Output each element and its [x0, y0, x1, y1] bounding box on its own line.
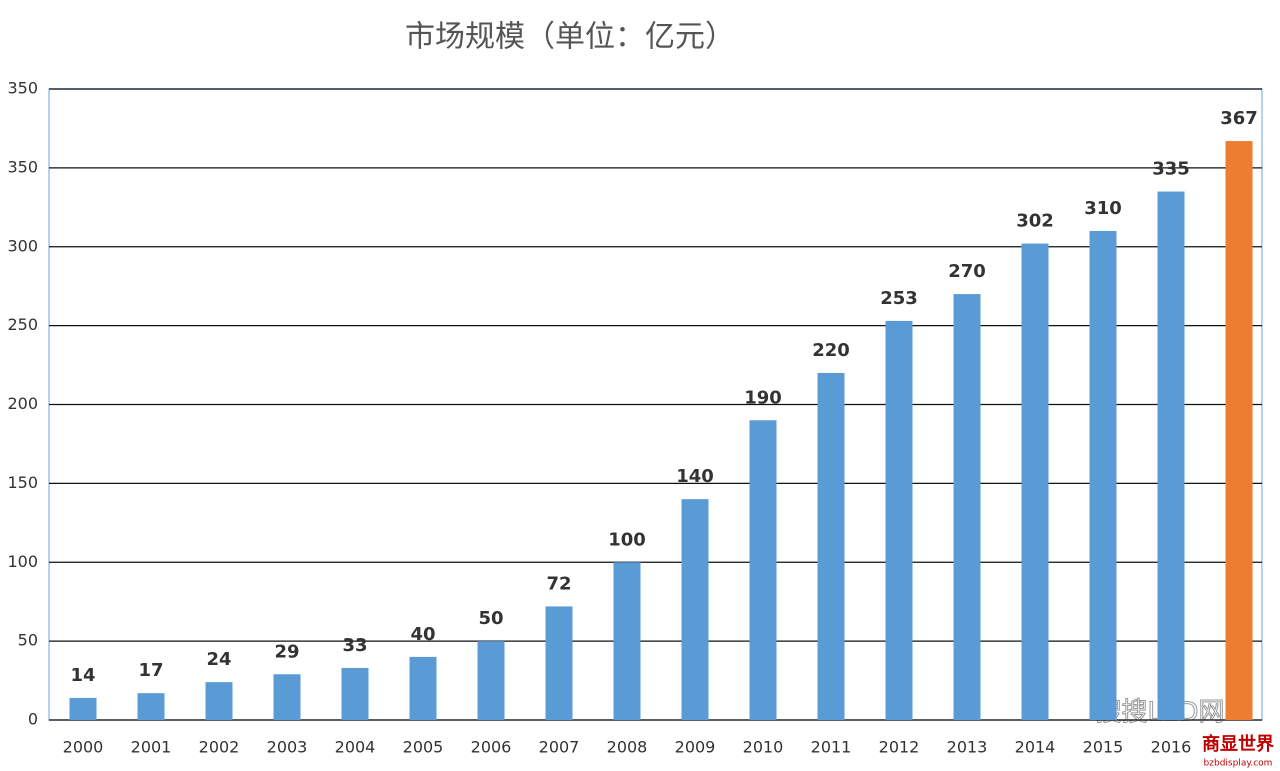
x-tick-label: 2000	[63, 738, 104, 757]
value-label: 17	[138, 660, 163, 681]
value-label: 14	[70, 665, 95, 686]
bar	[137, 693, 165, 720]
bar	[749, 420, 777, 720]
bar	[1225, 141, 1253, 720]
x-tick-label: 2001	[131, 738, 172, 757]
value-label: 24	[206, 649, 231, 670]
value-label: 50	[478, 608, 503, 629]
watermark-site: bzbdisplay.com	[1204, 759, 1273, 769]
x-tick-label: 2016	[1151, 738, 1192, 757]
y-tick-label: 0	[28, 710, 38, 729]
value-label: 310	[1084, 198, 1122, 219]
y-tick-label: 200	[7, 394, 38, 413]
x-tick-label: 2009	[675, 738, 716, 757]
bar	[545, 606, 573, 720]
x-tick-label: 2002	[199, 738, 240, 757]
bar	[1157, 191, 1185, 721]
x-tick-label: 2004	[335, 738, 376, 757]
x-tick-label: 2012	[879, 738, 920, 757]
bar	[409, 656, 437, 720]
x-tick-label: 2014	[1015, 738, 1056, 757]
y-tick-label: 50	[18, 631, 38, 650]
bar	[953, 294, 981, 720]
value-label: 72	[546, 573, 571, 594]
y-tick-label: 300	[7, 236, 38, 255]
x-tick-label: 2015	[1083, 738, 1124, 757]
chart-title: 市场规模（单位：亿元）	[405, 20, 735, 55]
x-tick-label: 2011	[811, 738, 852, 757]
y-tick-label: 100	[7, 552, 38, 571]
x-tick-label: 2003	[267, 738, 308, 757]
bar	[885, 320, 913, 720]
value-label: 302	[1016, 211, 1054, 232]
bar	[273, 674, 301, 720]
x-tick-label: 2006	[471, 738, 512, 757]
value-label: 253	[880, 288, 918, 309]
x-tick-label: 2005	[403, 738, 444, 757]
y-tick-label: 350	[7, 79, 38, 98]
x-tick-label: 2008	[607, 738, 648, 757]
value-label: 270	[948, 261, 986, 282]
y-tick-label: 350	[7, 157, 38, 176]
x-tick-label: 2013	[947, 738, 988, 757]
x-tick-label: 2007	[539, 738, 580, 757]
watermark-brand: 商显世界	[1202, 733, 1274, 755]
bar	[613, 562, 641, 720]
bar	[817, 372, 845, 720]
value-label: 40	[410, 624, 435, 645]
x-tick-label: 2010	[743, 738, 784, 757]
bar	[681, 499, 709, 720]
value-label: 29	[274, 641, 299, 662]
value-label: 367	[1220, 108, 1258, 129]
y-tick-label: 150	[7, 473, 38, 492]
bar	[477, 641, 505, 720]
value-label: 140	[676, 466, 714, 487]
bar	[341, 667, 369, 720]
bar	[1021, 243, 1049, 720]
y-tick-label: 250	[7, 315, 38, 334]
value-label: 33	[342, 635, 367, 656]
value-label: 190	[744, 387, 782, 408]
bar	[205, 682, 233, 720]
value-label: 335	[1152, 159, 1190, 180]
bar	[69, 697, 97, 720]
value-label: 100	[608, 529, 646, 550]
bar	[1089, 230, 1117, 720]
value-label: 220	[812, 340, 850, 361]
